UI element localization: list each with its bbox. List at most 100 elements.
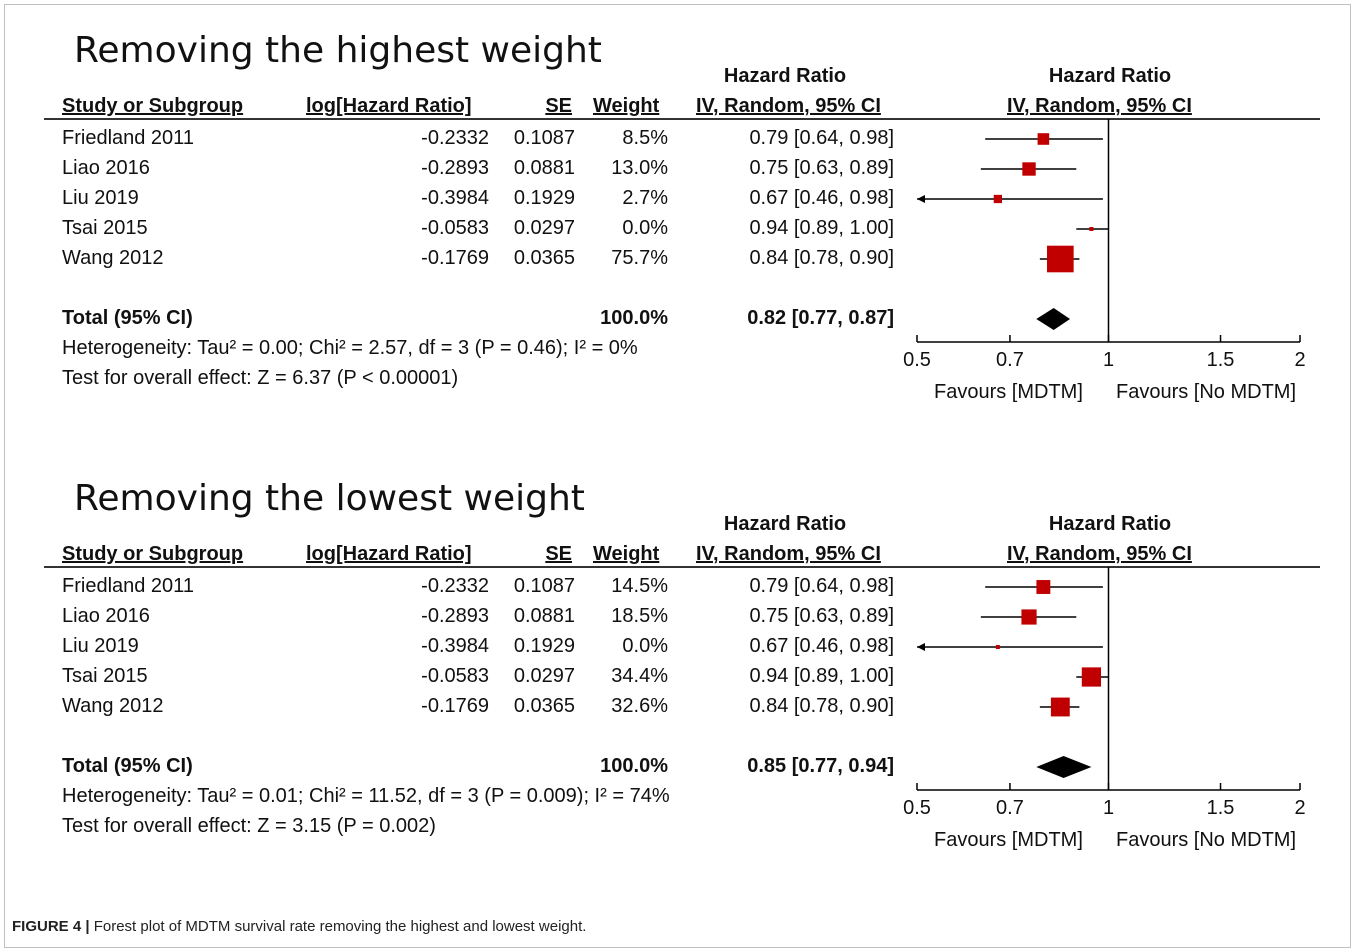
x-tick-label: 2 [1294, 349, 1305, 371]
total-weight: 100.0% [600, 307, 668, 329]
study-se: 0.0297 [513, 665, 575, 687]
study-column-header: Study or Subgroup [62, 95, 244, 117]
study-weight: 34.4% [611, 665, 668, 687]
study-marker [995, 645, 1000, 649]
x-tick-label: 2 [1294, 797, 1305, 819]
caption-text: Forest plot of MDTM survival rate removi… [89, 918, 587, 935]
study-se: 0.0365 [513, 695, 575, 717]
panel-title: Removing the highest weight [74, 30, 602, 71]
favours-right-label: Favours [No MDTM] [1116, 381, 1297, 403]
study-ci: 0.84 [0.78, 0.90] [749, 247, 894, 269]
plot-column-header-top: Hazard Ratio [1048, 513, 1172, 535]
study-marker [1022, 162, 1036, 176]
ci-arrow [917, 195, 925, 203]
hr-column-header-sub: IV, Random, 95% CI [696, 543, 881, 565]
overall-effect-text: Test for overall effect: Z = 3.15 (P = 0… [62, 815, 436, 837]
overall-effect-text: Test for overall effect: Z = 6.37 (P < 0… [62, 367, 459, 389]
study-name: Liao 2016 [62, 605, 150, 627]
x-tick-label: 0.7 [996, 797, 1024, 819]
forest-plot-panel: Removing the highest weight Hazard Ratio H… [0, 30, 1357, 450]
study-marker [1036, 580, 1051, 594]
study-se: 0.0365 [513, 247, 575, 269]
study-loghr: -0.1769 [421, 695, 489, 717]
study-loghr: -0.0583 [421, 665, 489, 687]
study-column-header: Study or Subgroup [62, 543, 244, 565]
heterogeneity-text: Heterogeneity: Tau² = 0.00; Chi² = 2.57,… [62, 337, 638, 359]
study-ci: 0.67 [0.46, 0.98] [749, 187, 894, 209]
loghr-column-header: log[Hazard Ratio] [306, 95, 472, 117]
plot-column-header-sub: IV, Random, 95% CI [1007, 543, 1192, 565]
study-marker [1037, 133, 1050, 145]
x-tick-label: 0.5 [903, 797, 931, 819]
study-weight: 0.0% [622, 217, 668, 239]
study-weight: 0.0% [622, 635, 668, 657]
study-marker [1021, 609, 1037, 625]
forest-plot-svg: 0.5 0.7 1 1.5 2 [903, 119, 1306, 371]
plot-column-header-top: Hazard Ratio [1048, 65, 1172, 87]
x-tick-label: 0.5 [903, 349, 931, 371]
study-ci: 0.67 [0.46, 0.98] [749, 635, 894, 657]
x-tick-label: 1 [1103, 349, 1114, 371]
study-ci: 0.75 [0.63, 0.89] [749, 605, 894, 627]
study-ci: 0.79 [0.64, 0.98] [749, 127, 894, 149]
favours-left-label: Favours [MDTM] [934, 829, 1083, 851]
study-ci: 0.79 [0.64, 0.98] [749, 575, 894, 597]
loghr-column-header: log[Hazard Ratio] [306, 543, 472, 565]
ci-arrow [917, 643, 925, 651]
study-name: Liu 2019 [62, 187, 139, 209]
hr-column-header-top: Hazard Ratio [723, 65, 847, 87]
favours-left-label: Favours [MDTM] [934, 381, 1083, 403]
forest-plot-svg: 0.5 0.7 1 1.5 2 [903, 567, 1306, 819]
x-tick-label: 1 [1103, 797, 1114, 819]
total-diamond [1036, 308, 1071, 330]
study-loghr: -0.2893 [421, 157, 489, 179]
plot-column-header-sub: IV, Random, 95% CI [1007, 95, 1192, 117]
study-loghr: -0.2893 [421, 605, 489, 627]
study-name: Wang 2012 [62, 695, 164, 717]
x-tick-label: 1.5 [1207, 349, 1235, 371]
weight-column-header: Weight [593, 95, 660, 117]
figure-frame [4, 4, 1351, 948]
study-name: Liao 2016 [62, 157, 150, 179]
study-ci: 0.94 [0.89, 1.00] [749, 217, 894, 239]
study-se: 0.0297 [513, 217, 575, 239]
study-name: Tsai 2015 [62, 665, 148, 687]
study-marker [1050, 697, 1070, 717]
study-weight: 18.5% [611, 605, 668, 627]
study-se: 0.0881 [513, 605, 575, 627]
study-loghr: -0.1769 [421, 247, 489, 269]
study-marker [1081, 667, 1102, 687]
study-name: Friedland 2011 [62, 575, 194, 597]
forest-plot-panel: Removing the lowest weight Hazard Ratio Ha… [0, 478, 1357, 898]
se-column-header: SE [545, 543, 572, 565]
total-weight: 100.0% [600, 755, 668, 777]
study-ci: 0.75 [0.63, 0.89] [749, 157, 894, 179]
study-loghr: -0.2332 [421, 127, 489, 149]
total-ci: 0.85 [0.77, 0.94] [747, 755, 894, 777]
study-se: 0.0881 [513, 157, 575, 179]
study-loghr: -0.3984 [421, 187, 489, 209]
study-se: 0.1087 [513, 127, 575, 149]
study-weight: 13.0% [611, 157, 668, 179]
caption-label: FIGURE 4 | [12, 918, 90, 935]
se-column-header: SE [545, 95, 572, 117]
weight-column-header: Weight [593, 543, 660, 565]
header-rule [44, 566, 1320, 568]
study-name: Liu 2019 [62, 635, 139, 657]
study-loghr: -0.2332 [421, 575, 489, 597]
total-label: Total (95% CI) [62, 307, 193, 329]
study-weight: 2.7% [622, 187, 668, 209]
study-marker [1047, 245, 1074, 273]
study-se: 0.1929 [513, 635, 575, 657]
study-weight: 75.7% [611, 247, 668, 269]
study-name: Wang 2012 [62, 247, 164, 269]
x-tick-label: 0.7 [996, 349, 1024, 371]
total-diamond [1036, 756, 1092, 778]
study-name: Tsai 2015 [62, 217, 148, 239]
study-weight: 32.6% [611, 695, 668, 717]
total-label: Total (95% CI) [62, 755, 193, 777]
total-ci: 0.82 [0.77, 0.87] [747, 307, 894, 329]
study-weight: 8.5% [622, 127, 668, 149]
study-se: 0.1087 [513, 575, 575, 597]
study-weight: 14.5% [611, 575, 668, 597]
